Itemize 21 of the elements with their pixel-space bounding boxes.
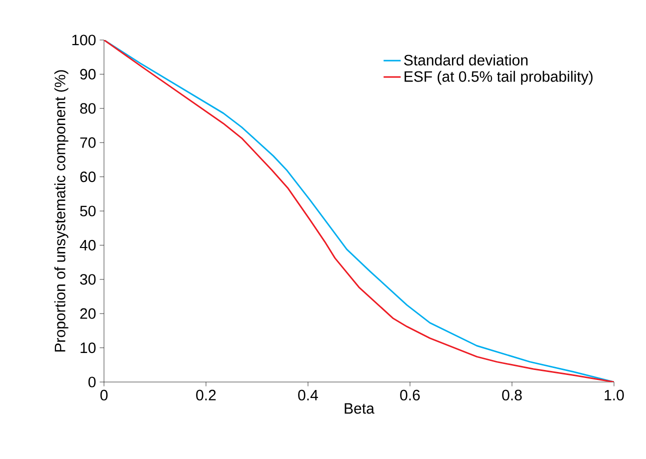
y-tick-label: 80 (80, 103, 96, 114)
y-tick-label: 90 (80, 68, 96, 80)
legend-label: Standard deviation (404, 54, 528, 66)
x-tick-label: 0.2 (196, 390, 216, 400)
x-axis-title: Beta (344, 403, 374, 414)
y-axis-title: Proportion of unsystematic component (%) (54, 70, 68, 352)
x-tick-label: 0.4 (298, 390, 318, 400)
x-tick-label: 1.0 (604, 390, 624, 400)
y-tick-label: 50 (80, 206, 96, 216)
y-tick-label: 100 (72, 34, 96, 46)
y-tick-label: 60 (80, 171, 96, 182)
y-tick-label: 0 (88, 376, 96, 388)
x-tick-label: 0.6 (400, 390, 420, 400)
x-tick-label: 0.8 (502, 390, 522, 400)
legend-label: ESF (at 0.5% tail probability) (404, 70, 593, 85)
y-tick-label: 70 (80, 137, 96, 148)
y-tick-label: 20 (80, 308, 96, 319)
y-tick-label: 30 (80, 274, 96, 285)
y-tick-label: 40 (80, 240, 96, 251)
x-tick-label: 0 (100, 390, 108, 400)
y-tick-label: 10 (80, 342, 96, 354)
